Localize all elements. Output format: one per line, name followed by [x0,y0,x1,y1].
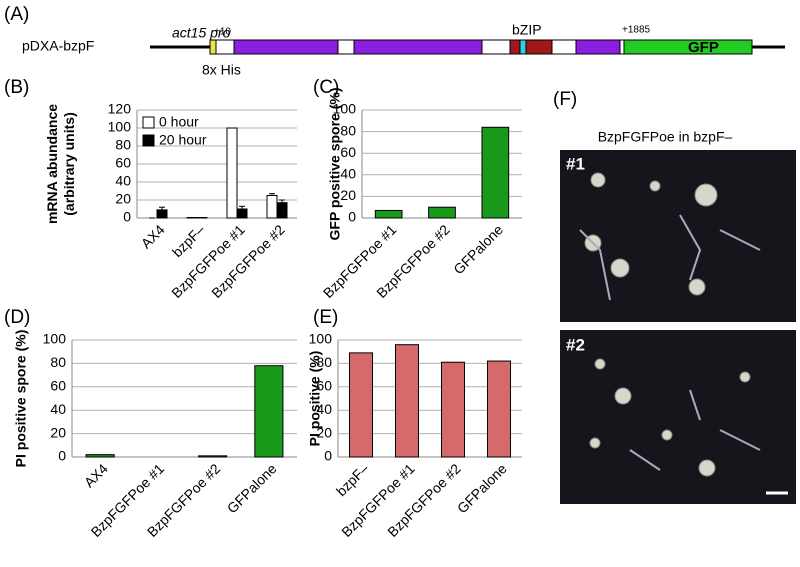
legend-swatch [142,134,155,147]
y-axis-label: PI positive spore (%) [13,330,29,468]
x-tick-label: bzpF– [169,221,208,260]
bar [428,206,456,219]
y-axis-label: GFP positive spore (%) [327,88,343,241]
y-tick-label: 0 [324,448,332,464]
y-axis-label: PI positive (%) [307,351,323,447]
promoter-label: act15 pro [172,25,231,41]
construct-name: pDXA-bzpF [22,38,94,54]
y-tick-label: 100 [309,331,333,347]
bar [236,208,248,219]
y-tick-label: 80 [316,354,332,370]
bar [266,195,278,219]
y-tick-label: 100 [333,101,357,117]
his-label: 8x His [202,62,241,78]
image-panel: BzpFGFPoe in bzpF– #1 #2 [560,129,796,504]
end-label: +1885 [622,25,651,36]
x-tick-label: GFPalone [224,460,280,516]
x-tick-label: GFPalone [454,460,510,516]
bar [487,360,511,458]
bar [85,454,115,458]
y-tick-label: 60 [340,144,356,160]
image-label: #1 [566,154,585,173]
x-tick-label: GFPalone [450,221,506,277]
bar [481,126,510,219]
y-tick-label: 100 [43,331,67,347]
bar [226,127,238,219]
y-tick-label: 0 [348,209,356,225]
x-tick-label: bzpF– [333,460,372,499]
panel-label: (E) [313,307,338,328]
bar [395,344,419,458]
y-tick-label: 20 [50,424,66,440]
panel-label: (B) [4,77,29,98]
legend-label: 20 hour [159,132,207,148]
panel-label: (D) [4,307,30,328]
y-tick-label: 100 [108,119,132,135]
legend-label: 0 hour [159,114,199,130]
y-tick-label: 20 [115,191,131,207]
y-tick-label: 40 [316,401,332,417]
bar [349,352,373,458]
y-tick-label: 20 [316,424,332,440]
y-tick-label: 0 [58,448,66,464]
legend-swatch [142,116,155,129]
y-tick-label: 0 [123,209,131,225]
start-label: +10 [214,27,231,38]
bar [276,202,288,219]
y-tick-label: 120 [108,101,132,117]
bar [198,455,228,458]
panel-label: (F) [553,89,577,110]
bar [254,365,284,458]
y-tick-label: 40 [340,166,356,182]
y-tick-label: 40 [50,401,66,417]
bar [374,209,403,219]
y-axis-label: (arbitrary units) [61,112,77,215]
construct: pDXA-bzpF act15 pro +10 bZIP +1885 GFP 8… [22,22,785,78]
y-tick-label: 60 [115,155,131,171]
tag-label: GFP [688,39,719,56]
y-tick-label: 80 [115,137,131,153]
bar [441,361,465,458]
y-tick-label: 80 [340,122,356,138]
image-label: #2 [566,335,585,354]
x-tick-label: BzpFGFPoe #2 [208,221,288,301]
image-title: BzpFGFPoe in bzpF– [598,129,733,145]
x-tick-label: AX4 [81,460,111,490]
y-tick-label: 60 [50,378,66,394]
y-tick-label: 20 [340,187,356,203]
panel-label: (A) [4,4,29,25]
y-axis-label: mRNA abundance [44,104,60,224]
panel-label: (C) [313,77,339,98]
y-tick-label: 60 [316,378,332,394]
domain-label: bZIP [512,22,542,38]
x-tick-label: AX4 [138,221,168,251]
y-tick-label: 40 [115,173,131,189]
bar [156,209,168,219]
y-tick-label: 80 [50,354,66,370]
